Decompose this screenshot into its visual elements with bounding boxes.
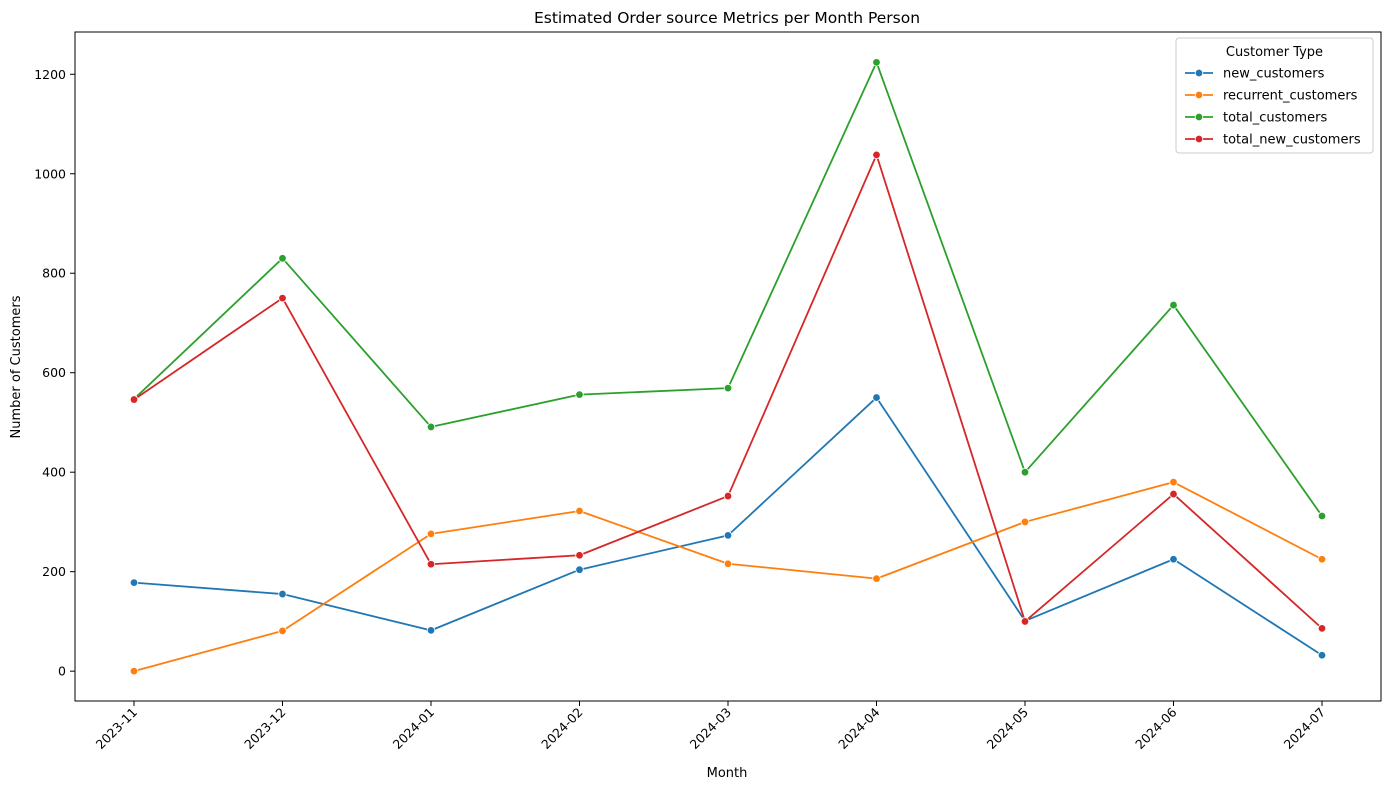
legend-item: recurrent_customers xyxy=(1185,89,1358,104)
series-total_new_customers xyxy=(129,150,1327,633)
data-point xyxy=(426,422,436,432)
y-tick-label: 400 xyxy=(42,465,66,480)
data-point xyxy=(1020,617,1030,626)
series-line xyxy=(133,61,1323,517)
legend-swatch-marker xyxy=(1194,68,1204,78)
data-point xyxy=(426,626,436,635)
data-point xyxy=(1317,651,1327,660)
data-point xyxy=(1169,477,1178,487)
data-point xyxy=(278,626,287,636)
x-axis: 2023-11 2023-12 2024-01 2024-02 2024-03 2024-… xyxy=(93,701,1329,753)
x-tick-label: 2024-06 xyxy=(1132,704,1180,752)
y-tick-label: 1000 xyxy=(34,166,66,181)
legend-swatch-marker xyxy=(1194,112,1204,122)
data-point xyxy=(278,254,287,263)
data-point xyxy=(426,529,436,539)
y-tick-label: 1200 xyxy=(34,67,66,82)
data-point xyxy=(575,565,584,574)
data-point xyxy=(1317,555,1327,564)
data-point xyxy=(129,578,139,587)
y-tick-label: 800 xyxy=(42,266,66,281)
x-tick-label: 2024-04 xyxy=(835,704,883,752)
data-point xyxy=(723,559,733,568)
data-point xyxy=(1020,517,1030,527)
data-point xyxy=(1020,467,1030,477)
data-point xyxy=(1169,489,1178,499)
y-tick-label: 600 xyxy=(42,365,66,380)
legend-item: total_customers xyxy=(1185,111,1327,126)
legend-title: Customer Type xyxy=(1226,45,1323,60)
x-tick-label: 2024-02 xyxy=(538,705,586,753)
data-point xyxy=(129,395,139,404)
legend: Customer Type new_customers recurrent_cust… xyxy=(1175,37,1374,154)
data-point xyxy=(872,574,881,583)
data-point xyxy=(872,393,881,402)
legend-box xyxy=(1175,37,1374,154)
series-total_customers xyxy=(129,58,1327,521)
legend-label: total_new_customers xyxy=(1223,133,1361,148)
data-point xyxy=(723,383,733,393)
data-point xyxy=(278,589,287,599)
data-point xyxy=(872,58,881,67)
data-point xyxy=(129,666,139,676)
legend-item: total_new_customers xyxy=(1185,133,1361,148)
x-tick-label: 2024-05 xyxy=(984,705,1032,753)
chart-title: Estimated Order source Metrics per Month… xyxy=(534,9,920,27)
series-new_customers xyxy=(129,393,1327,660)
series-line xyxy=(133,396,1323,656)
legend-item: new_customers xyxy=(1185,67,1325,82)
series-recurrent_customers xyxy=(129,477,1327,676)
y-tick-label: 200 xyxy=(42,564,66,579)
data-point xyxy=(575,390,584,399)
data-point xyxy=(1169,555,1178,564)
series-group xyxy=(129,58,1327,676)
data-point xyxy=(1169,300,1178,310)
y-tick-label: 0 xyxy=(58,664,66,679)
data-point xyxy=(1317,511,1327,521)
y-axis-label: Number of Customers xyxy=(9,295,24,438)
data-point xyxy=(723,491,733,501)
x-axis-label: Month xyxy=(707,766,748,781)
legend-label: new_customers xyxy=(1223,67,1325,82)
y-axis: 0 200 400 600 800 1000 1200 xyxy=(34,67,75,679)
data-point xyxy=(426,560,436,569)
data-point xyxy=(575,551,584,560)
data-point xyxy=(1317,624,1327,633)
data-point xyxy=(723,531,733,540)
x-tick-label: 2023-11 xyxy=(93,705,141,753)
legend-label: recurrent_customers xyxy=(1223,89,1358,104)
data-point xyxy=(278,293,287,303)
legend-swatch-marker xyxy=(1194,90,1204,100)
x-tick-label: 2024-01 xyxy=(390,705,438,753)
legend-swatch-marker xyxy=(1194,134,1204,144)
x-tick-label: 2023-12 xyxy=(241,705,289,753)
x-tick-label: 2024-03 xyxy=(687,705,735,753)
x-tick-label: 2024-07 xyxy=(1281,705,1329,753)
legend-label: total_customers xyxy=(1223,111,1327,126)
data-point xyxy=(872,150,881,160)
series-line xyxy=(133,481,1323,673)
data-point xyxy=(575,506,584,516)
